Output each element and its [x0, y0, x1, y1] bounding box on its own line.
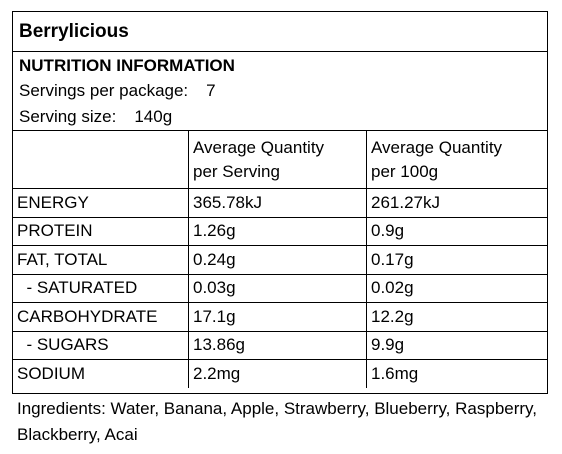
servings-per-package: Servings per package: 7 [19, 78, 547, 104]
nutrition-info-title: NUTRITION INFORMATION [19, 56, 235, 75]
nutrient-name: - SATURATED [13, 273, 189, 303]
per-serving-value: 0.03g [188, 273, 367, 303]
nutrient-name: PROTEIN [13, 216, 189, 246]
serving-size-label: Serving size: [19, 107, 117, 126]
per-serving-value: 365.78kJ [188, 188, 367, 218]
serving-size-value: 140g [134, 107, 173, 126]
nutrient-name: CARBOHYDRATE [13, 302, 189, 332]
per-100g-value: 1.6mg [366, 359, 547, 388]
per-100g-value: 12.2g [366, 302, 547, 332]
serving-size: Serving size: 140g [19, 104, 547, 130]
per-100g-value: 261.27kJ [366, 188, 547, 218]
table-row: - SATURATED 0.03g 0.02g [13, 273, 547, 303]
table-row: FAT, TOTAL 0.24g 0.17g [13, 245, 547, 275]
per-serving-value: 0.24g [188, 245, 367, 275]
per-serving-value: 17.1g [188, 302, 367, 332]
table-row: PROTEIN 1.26g 0.9g [13, 216, 547, 246]
nutrient-name: - SUGARS [13, 330, 189, 360]
per-100g-value: 9.9g [366, 330, 547, 360]
nutrient-name: SODIUM [13, 359, 189, 388]
nutrient-name: ENERGY [13, 188, 189, 218]
table-row: CARBOHYDRATE 17.1g 12.2g [13, 302, 547, 332]
table-row: - SUGARS 13.86g 9.9g [13, 330, 547, 360]
per-serving-value: 2.2mg [188, 359, 367, 388]
per-serving-value: 13.86g [188, 330, 367, 360]
servings-value: 7 [206, 81, 216, 100]
nutrition-panel: Berrylicious NUTRITION INFORMATION Servi… [12, 11, 548, 394]
header-empty-cell [13, 131, 189, 189]
table-row: ENERGY 365.78kJ 261.27kJ [13, 188, 547, 218]
table-header-row: Average Quantity per Serving Average Qua… [13, 131, 547, 189]
per-100g-value: 0.02g [366, 273, 547, 303]
header-per-100g-line1: Average Quantity [371, 137, 503, 157]
nutrition-table: Average Quantity per Serving Average Qua… [13, 131, 547, 388]
product-name: Berrylicious [13, 12, 547, 52]
nutrient-name: FAT, TOTAL [13, 245, 189, 275]
header-per-100g: Average Quantity per 100g [366, 131, 547, 189]
header-per-serving-line1: Average Quantity [193, 137, 325, 157]
per-100g-value: 0.9g [366, 216, 547, 246]
header-per-serving: Average Quantity per Serving [188, 131, 367, 189]
nutrition-info-block: NUTRITION INFORMATION Servings per packa… [13, 52, 547, 131]
per-100g-value: 0.17g [366, 245, 547, 275]
header-per-serving-line2: per Serving [193, 161, 280, 181]
table-row: SODIUM 2.2mg 1.6mg [13, 359, 547, 388]
header-per-100g-line2: per 100g [371, 161, 439, 181]
ingredients-text: Ingredients: Water, Banana, Apple, Straw… [17, 399, 538, 444]
servings-label: Servings per package: [19, 81, 189, 100]
per-serving-value: 1.26g [188, 216, 367, 246]
